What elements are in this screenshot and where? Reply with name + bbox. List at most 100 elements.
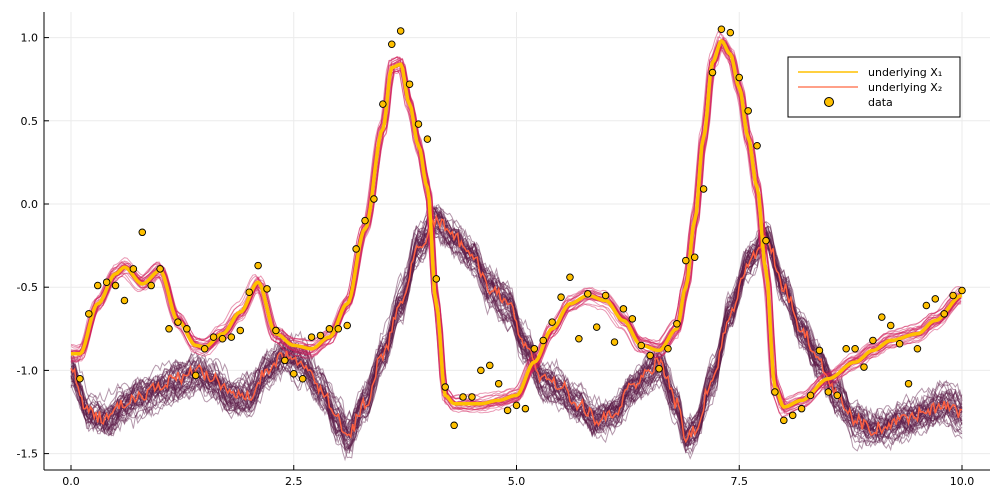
x2-sample-path bbox=[70, 227, 963, 453]
data-point bbox=[922, 301, 931, 310]
data-point bbox=[414, 120, 423, 128]
data-point bbox=[432, 275, 441, 283]
x1-sample-path bbox=[70, 36, 962, 404]
data-point bbox=[708, 68, 717, 77]
data-point bbox=[165, 325, 173, 333]
x-tick-label: 5.0 bbox=[508, 475, 526, 488]
data-point bbox=[423, 135, 432, 143]
x-tick-label: 2.5 bbox=[285, 475, 303, 488]
data-point bbox=[236, 326, 245, 335]
x2-sample-path bbox=[70, 210, 963, 444]
data-point bbox=[200, 345, 209, 353]
data-point bbox=[566, 273, 574, 281]
data-point bbox=[913, 345, 922, 353]
data-point bbox=[93, 281, 102, 290]
x2-sample-path bbox=[70, 225, 963, 445]
data-point bbox=[477, 366, 485, 375]
data-point bbox=[931, 295, 940, 303]
x2-sample-path bbox=[70, 221, 963, 452]
data-point bbox=[183, 325, 191, 333]
data-point bbox=[958, 286, 966, 295]
data-point bbox=[174, 318, 182, 326]
data-point bbox=[788, 411, 797, 420]
data-point bbox=[334, 325, 343, 333]
data-point bbox=[272, 326, 280, 335]
data-point bbox=[530, 345, 539, 353]
data-point bbox=[245, 288, 253, 296]
data-point bbox=[904, 379, 913, 388]
data-point bbox=[503, 406, 512, 415]
legend-label-x1: underlying X₁ bbox=[868, 66, 942, 79]
x2-sample-path bbox=[70, 235, 963, 459]
data-point bbox=[878, 313, 886, 321]
data-point bbox=[601, 291, 610, 300]
data-point bbox=[405, 80, 414, 88]
data-point bbox=[361, 216, 369, 225]
legend: underlying X₁ underlying X₂ data bbox=[787, 56, 961, 118]
x2-sample-path bbox=[70, 215, 963, 448]
data-point bbox=[851, 345, 859, 353]
data-point bbox=[209, 333, 218, 341]
x2-sample-path bbox=[70, 213, 963, 445]
legend-label-x2: underlying X₂ bbox=[868, 81, 942, 94]
data-point bbox=[886, 321, 895, 330]
data-point bbox=[610, 338, 619, 346]
x2-sample-path bbox=[70, 227, 963, 456]
x2-sample-path bbox=[70, 210, 963, 440]
data-point bbox=[842, 345, 850, 353]
data-point bbox=[396, 27, 405, 35]
data-point bbox=[735, 73, 744, 82]
data-point bbox=[138, 228, 147, 237]
data-point bbox=[370, 195, 378, 203]
x-tick-label: 10.0 bbox=[950, 475, 975, 488]
data-point bbox=[824, 388, 833, 396]
x1-sample-path bbox=[70, 37, 962, 415]
data-point bbox=[655, 364, 663, 373]
x2-sample-path bbox=[70, 206, 963, 436]
x2-sample-path bbox=[70, 215, 963, 442]
data-point bbox=[584, 290, 592, 298]
data-point bbox=[682, 256, 690, 265]
y-tick-label: 0.0 bbox=[21, 198, 39, 211]
data-point bbox=[379, 100, 387, 108]
x-tick-label: 7.5 bbox=[731, 475, 749, 488]
data-point bbox=[343, 321, 351, 330]
data-point bbox=[806, 391, 815, 400]
y-tick-label: -0.5 bbox=[17, 281, 38, 294]
data-point bbox=[539, 336, 547, 345]
underlying-x1-line bbox=[71, 39, 963, 409]
data-point bbox=[575, 335, 583, 343]
legend-label-data: data bbox=[868, 96, 893, 109]
data-point bbox=[869, 336, 877, 345]
data-point bbox=[548, 318, 556, 326]
data-point bbox=[85, 310, 93, 318]
data-point bbox=[797, 404, 806, 413]
data-point bbox=[690, 253, 699, 261]
data-point bbox=[744, 107, 752, 115]
data-point bbox=[646, 351, 654, 360]
data-point bbox=[557, 293, 565, 301]
x2-sample-path bbox=[70, 206, 963, 436]
x2-sample-path bbox=[70, 207, 963, 437]
legend-swatch-data bbox=[824, 97, 834, 107]
data-point bbox=[619, 305, 628, 313]
data-point bbox=[628, 315, 637, 323]
data-point bbox=[726, 28, 735, 37]
data-point bbox=[227, 333, 236, 341]
data-point bbox=[352, 245, 360, 253]
x1-sample-path bbox=[70, 37, 962, 415]
data-point bbox=[316, 331, 325, 340]
data-point bbox=[940, 310, 948, 318]
data-point bbox=[771, 388, 779, 396]
data-point bbox=[717, 25, 726, 34]
data-point bbox=[156, 265, 164, 273]
data-point bbox=[592, 323, 601, 331]
grid bbox=[44, 12, 990, 470]
data-point bbox=[949, 291, 957, 300]
axes: 0.0 2.5 5.0 7.5 10.0 1.0 0.5 0.0 -0.5 -1.0 -1.5 bbox=[17, 12, 990, 488]
x2-sample-path bbox=[70, 206, 963, 436]
data-point bbox=[637, 341, 645, 350]
data-point bbox=[307, 333, 316, 341]
y-tick-label: -1.5 bbox=[17, 448, 38, 461]
